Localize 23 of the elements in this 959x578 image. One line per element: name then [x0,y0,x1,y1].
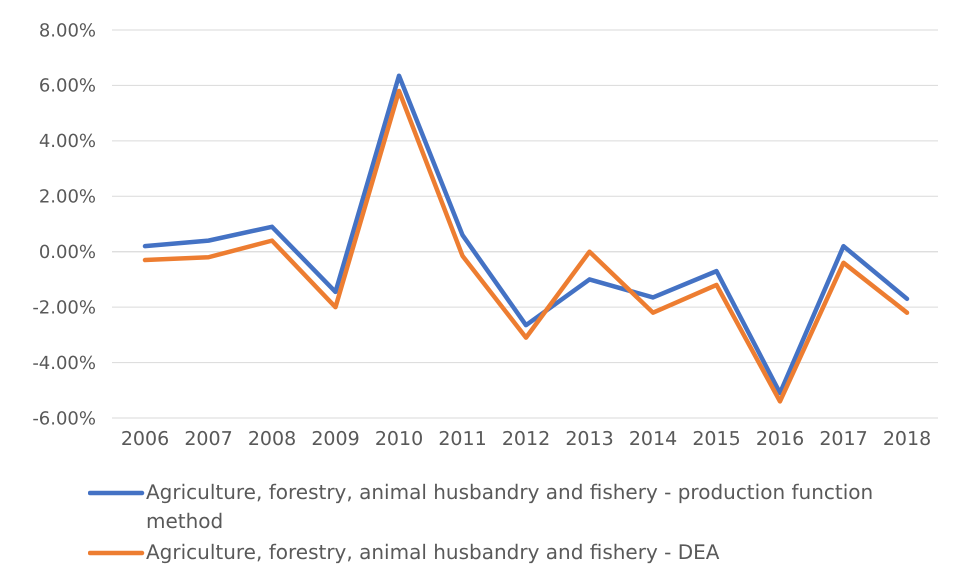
x-tick-label: 2013 [565,428,614,450]
y-tick-label: 8.00% [38,20,96,42]
y-tick-label: 6.00% [38,76,96,97]
y-tick-label: -4.00% [32,352,96,374]
x-tick-label: 2009 [311,428,360,450]
x-tick-label: 2018 [882,428,932,450]
x-tick-label: 2012 [502,428,550,450]
x-tick-label: 2016 [756,428,804,450]
x-tick-label: 2008 [248,428,296,450]
x-tick-label: 2015 [692,428,741,450]
legend-label: Agriculture, forestry, animal husbandry and fishery - DEA [146,539,720,566]
x-tick-label: 2017 [819,428,868,450]
x-tick-label: 2006 [120,428,170,450]
x-tick-label: 2010 [374,428,424,450]
x-tick-label: 2014 [628,428,678,450]
legend-label: Agriculture, forestry, animal husbandry and fishery - production function method [146,479,874,535]
x-tick-label: 2007 [184,428,233,450]
y-tick-label: -2.00% [32,297,96,318]
y-tick-label: 2.00% [38,186,96,208]
x-tick-label: 2011 [438,428,487,450]
y-tick-label: -6.00% [32,408,96,430]
y-tick-label: 4.00% [38,131,96,152]
y-tick-label: 0.00% [38,242,96,264]
